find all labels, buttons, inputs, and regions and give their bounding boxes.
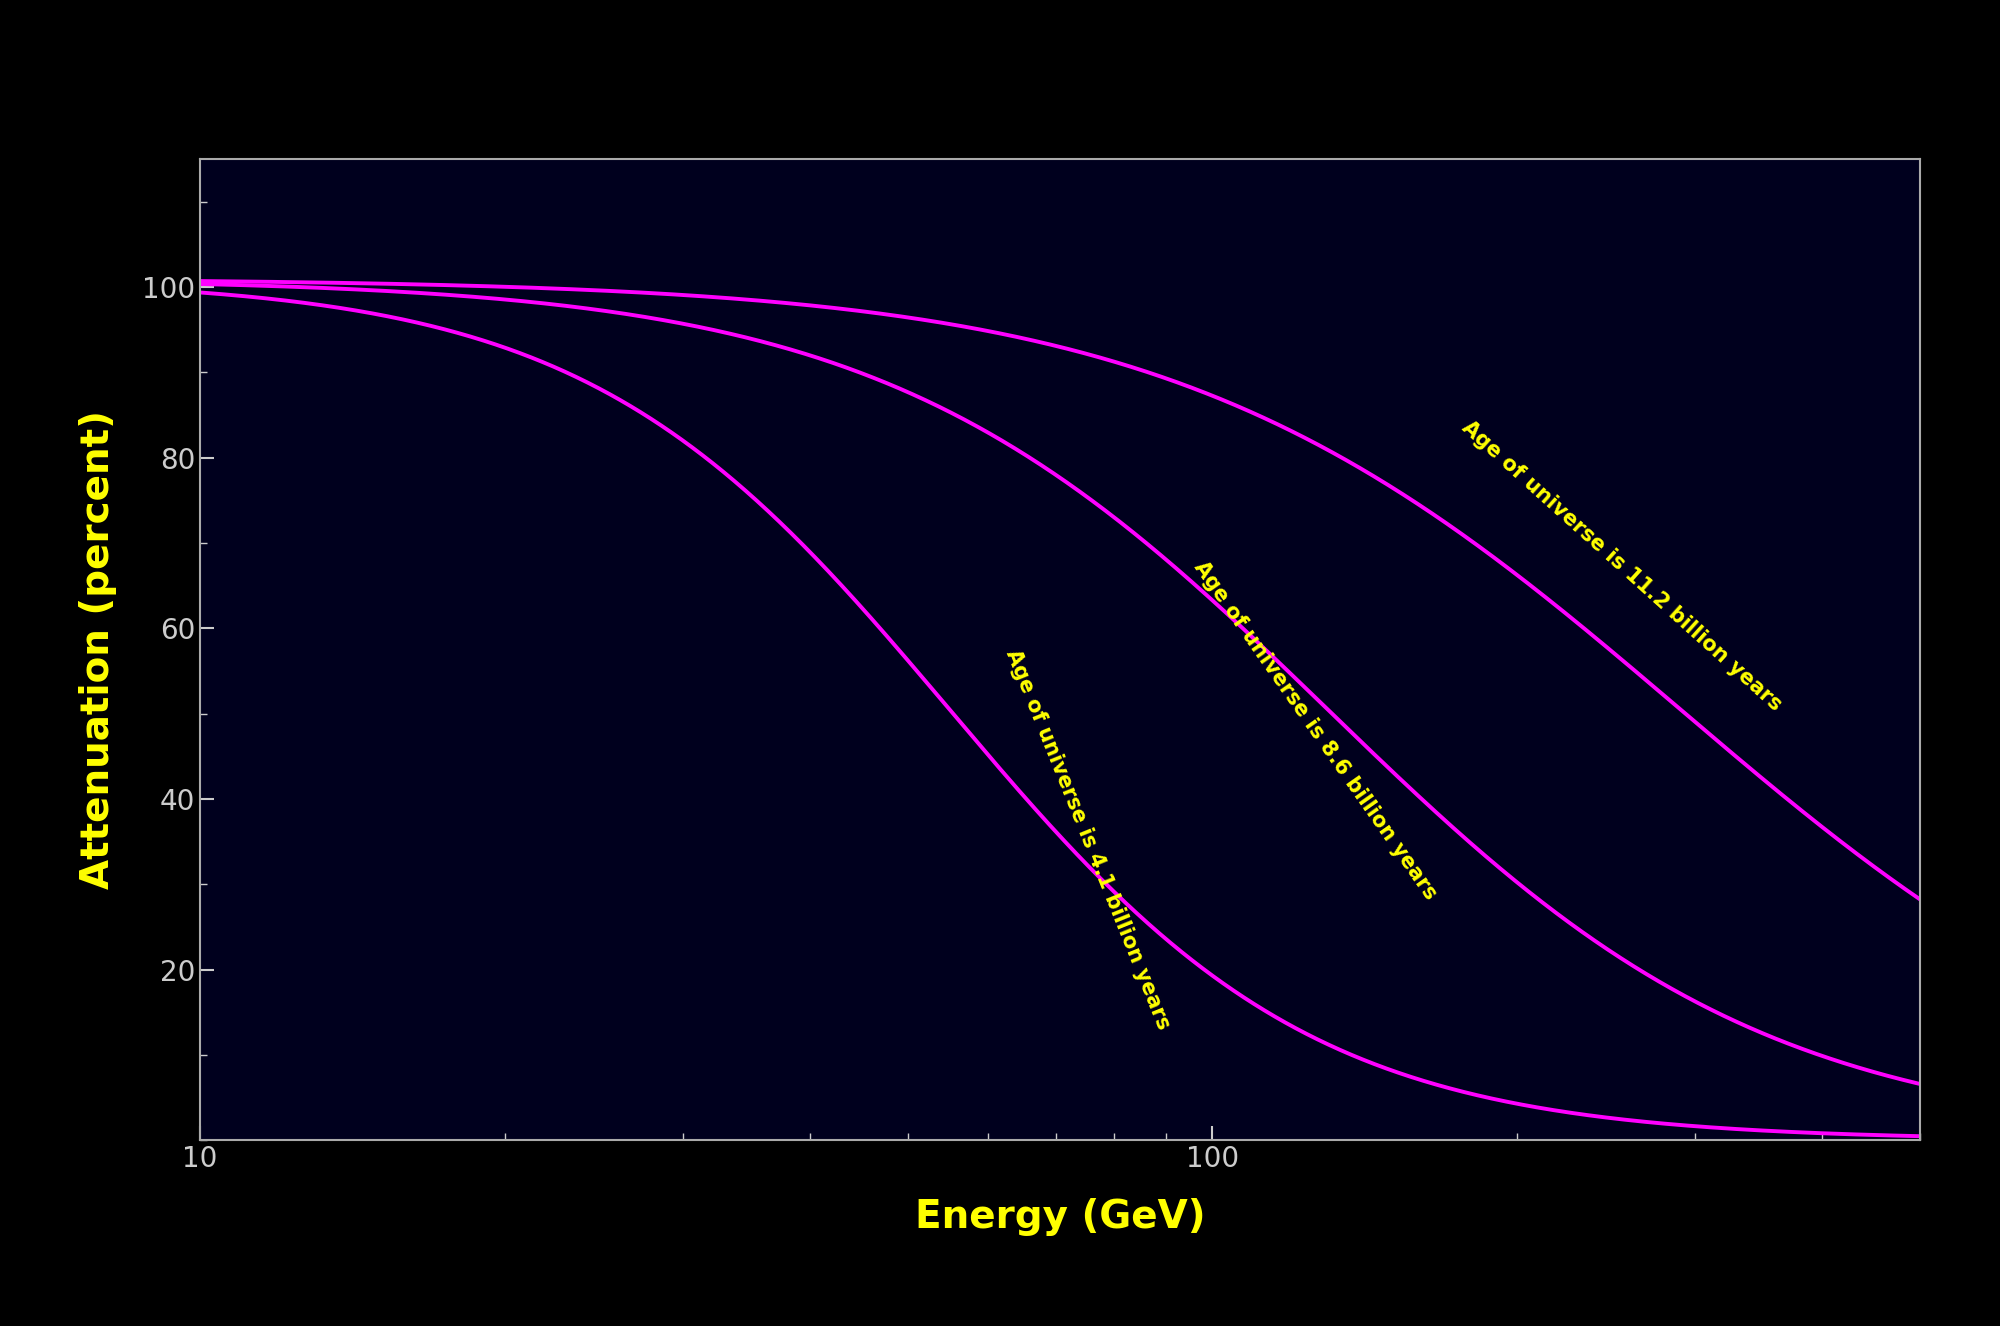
Text: Age of universe is 8.6 billion years: Age of universe is 8.6 billion years (1190, 557, 1440, 903)
Y-axis label: Attenuation (percent): Attenuation (percent) (80, 410, 118, 890)
X-axis label: Energy (GeV): Energy (GeV) (914, 1199, 1206, 1236)
Text: Age of universe is 4.1 billion years: Age of universe is 4.1 billion years (1002, 647, 1174, 1033)
Text: Age of universe is 11.2 billion years: Age of universe is 11.2 billion years (1458, 418, 1786, 715)
